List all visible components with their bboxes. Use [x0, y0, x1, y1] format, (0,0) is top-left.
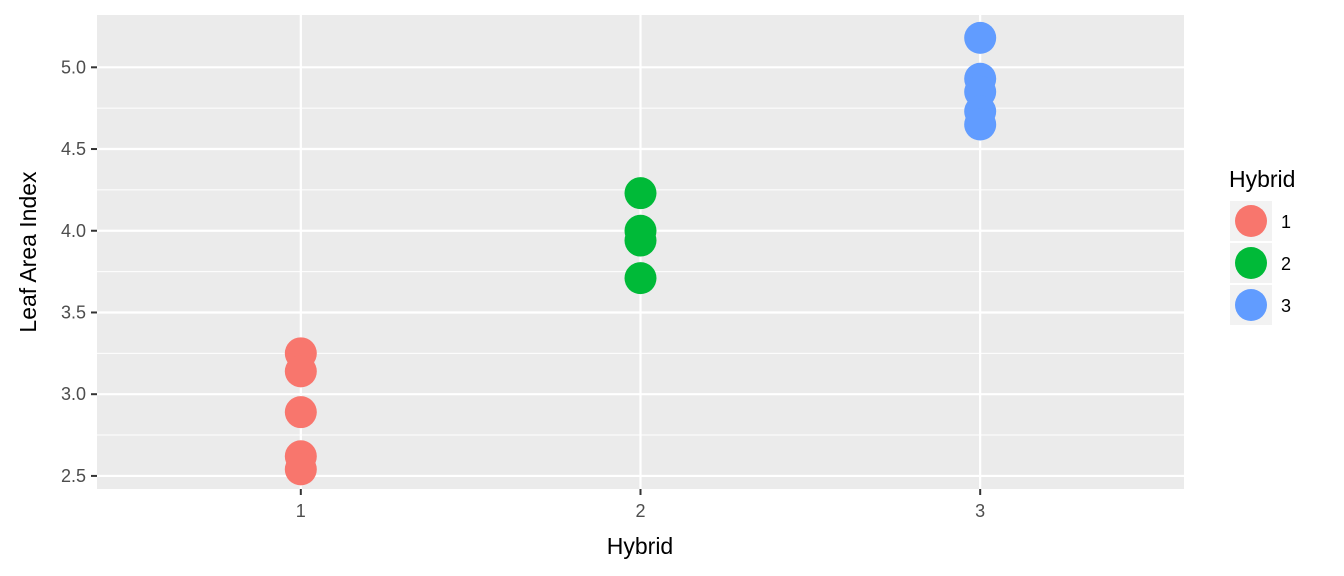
legend-key-2 — [1235, 247, 1267, 279]
data-point-hybrid-1 — [284, 396, 317, 429]
legend-key-1 — [1235, 205, 1267, 237]
y-tick-label: 4.5 — [61, 139, 86, 159]
data-point-hybrid-1 — [284, 453, 317, 486]
legend-title: Hybrid — [1229, 166, 1295, 192]
data-point-hybrid-3 — [964, 21, 997, 54]
x-tick-label: 3 — [975, 501, 985, 521]
x-tick-label: 2 — [635, 501, 645, 521]
x-axis-title: Hybrid — [607, 533, 673, 559]
y-tick-label: 5.0 — [61, 57, 86, 77]
data-points — [284, 21, 997, 486]
y-tick-label: 2.5 — [61, 466, 86, 486]
data-point-hybrid-3 — [964, 108, 997, 141]
legend-items: 1 2 3 — [1230, 201, 1291, 325]
y-tick-label: 4.0 — [61, 221, 86, 241]
legend: Hybrid 1 2 3 — [1229, 166, 1295, 325]
data-point-hybrid-1 — [284, 355, 317, 388]
data-point-hybrid-2 — [624, 177, 657, 210]
legend-label: 2 — [1281, 254, 1291, 274]
y-axis-title: Leaf Area Index — [15, 171, 41, 333]
x-tick-label: 1 — [296, 501, 306, 521]
y-tick-label: 3.0 — [61, 384, 86, 404]
data-point-hybrid-2 — [624, 224, 657, 257]
legend-key-3 — [1235, 289, 1267, 321]
x-axis-ticks: 1 2 3 — [296, 489, 985, 521]
legend-label: 3 — [1281, 296, 1291, 316]
major-gridlines — [97, 15, 1184, 489]
y-axis-ticks: 2.5 3.0 3.5 4.0 4.5 5.0 — [61, 57, 97, 486]
data-point-hybrid-2 — [624, 262, 657, 295]
legend-label: 1 — [1281, 212, 1291, 232]
y-tick-label: 3.5 — [61, 302, 86, 322]
